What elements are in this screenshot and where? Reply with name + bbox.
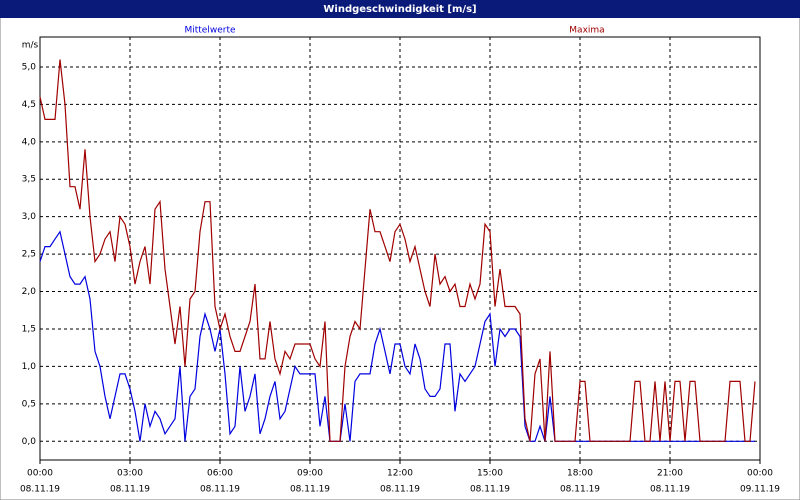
legend-label: Maxima — [569, 26, 604, 36]
y-tick-label: 4,5 — [22, 100, 36, 110]
x-tick-date: 08.11.19 — [470, 485, 510, 495]
chart-title: Windgeschwindigkeit [m/s] — [323, 4, 476, 15]
x-tick-label: 21:00 — [657, 469, 683, 479]
x-tick-label: 03:00 — [117, 469, 143, 479]
legend-label: Mittelwerte — [184, 26, 235, 36]
x-tick-label: 00:00 — [27, 469, 53, 479]
y-tick-label: 3,5 — [22, 175, 36, 185]
x-tick-label: 18:00 — [567, 469, 593, 479]
y-tick-label: 2,0 — [22, 287, 37, 297]
x-tick-date: 08.11.19 — [380, 485, 420, 495]
x-tick-date: 08.11.19 — [560, 485, 600, 495]
x-tick-date: 09.11.19 — [740, 485, 780, 495]
x-tick-label: 00:00 — [747, 469, 773, 479]
series-line — [39, 230, 755, 442]
x-tick-label: 06:00 — [207, 469, 233, 479]
x-tick-date: 08.11.19 — [650, 485, 690, 495]
x-tick-label: 15:00 — [477, 469, 503, 479]
x-tick-date: 08.11.19 — [20, 485, 60, 495]
y-tick-label: 0,5 — [22, 399, 36, 409]
y-tick-label: 4,0 — [22, 137, 37, 147]
y-tick-label: 0,0 — [22, 437, 37, 447]
x-tick-label: 09:00 — [297, 469, 323, 479]
x-tick-date: 08.11.19 — [110, 485, 150, 495]
series-line — [39, 59, 756, 442]
x-tick-label: 12:00 — [387, 469, 413, 479]
y-tick-label: 2,5 — [22, 250, 36, 260]
x-tick-date: 08.11.19 — [290, 485, 330, 495]
title-bar — [0, 0, 800, 18]
y-tick-label: 3,0 — [22, 212, 37, 222]
y-axis-label: m/s — [22, 41, 39, 51]
y-tick-label: 5,0 — [22, 62, 37, 72]
y-tick-label: 1,5 — [22, 324, 36, 334]
x-tick-date: 08.11.19 — [200, 485, 240, 495]
y-tick-label: 1,0 — [22, 362, 37, 372]
